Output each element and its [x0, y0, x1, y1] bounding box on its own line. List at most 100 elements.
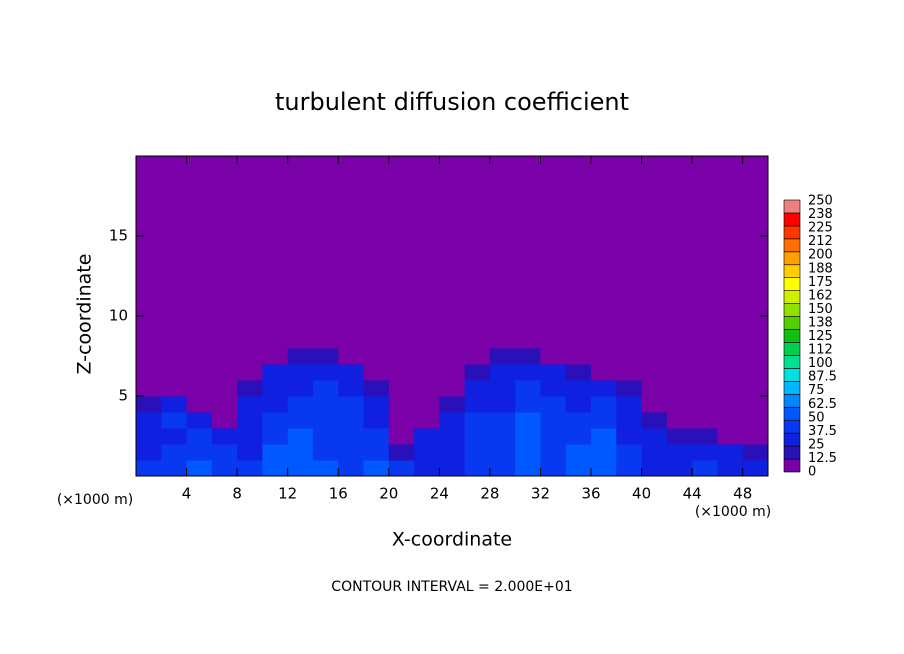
field-cell — [692, 460, 718, 477]
field-cell — [287, 396, 314, 413]
x-unit-left: (×1000 m) — [57, 492, 133, 508]
field-cell — [136, 364, 162, 381]
field-cell — [439, 348, 466, 365]
field-cell — [237, 348, 263, 365]
field-cell — [692, 444, 718, 461]
field-cell — [515, 380, 541, 397]
field-cell — [666, 428, 693, 445]
field-cell — [211, 332, 238, 349]
field-cell — [641, 428, 668, 445]
field-cell — [161, 380, 188, 397]
colorbar-box — [783, 264, 801, 279]
field-cell — [262, 380, 289, 397]
field-cell — [312, 460, 339, 477]
colorbar-label: 162 — [808, 288, 833, 303]
field-cell — [312, 412, 339, 429]
field-cell — [186, 396, 213, 413]
field-cell — [565, 348, 592, 365]
field-cell — [692, 428, 718, 445]
field-cell — [540, 460, 567, 477]
field-cell — [363, 428, 390, 445]
field-cell — [237, 460, 263, 477]
field-cell — [439, 332, 466, 349]
field-cell — [591, 348, 617, 365]
field-cell — [565, 412, 592, 429]
field-cell — [338, 396, 365, 413]
field-cell — [742, 460, 769, 477]
colorbar-box — [783, 290, 801, 304]
field-cell — [237, 428, 263, 445]
field-cell — [591, 460, 617, 477]
field-cell — [616, 428, 643, 445]
field-cell — [439, 460, 466, 477]
field-cell — [742, 428, 769, 445]
field-cell — [262, 332, 289, 349]
field-cell — [641, 332, 668, 349]
field-cell — [287, 364, 314, 381]
field-cell — [540, 380, 567, 397]
field-cell — [363, 396, 390, 413]
colorbar-box — [783, 419, 801, 434]
colorbar-label: 25 — [808, 437, 825, 452]
field-cell — [363, 364, 390, 381]
field-cell — [616, 444, 643, 461]
field-cell — [692, 412, 718, 429]
field-cell — [464, 332, 491, 349]
field-cell — [742, 412, 769, 429]
field-cell — [641, 396, 668, 413]
field-cell — [742, 364, 769, 381]
field-cell — [616, 460, 643, 477]
x-unit-right: (×1000 m) — [695, 504, 771, 520]
field-cell — [742, 444, 769, 461]
field-cell — [540, 348, 567, 365]
colorbar-box — [783, 316, 801, 330]
field-cell — [515, 396, 541, 413]
field-cell — [414, 332, 440, 349]
chart-title: turbulent diffusion coefficient — [275, 88, 629, 116]
field-cell — [338, 348, 365, 365]
field-cell — [489, 332, 516, 349]
field-cell — [211, 460, 238, 477]
field-cell — [565, 380, 592, 397]
field-cell — [312, 428, 339, 445]
colorbar-box — [783, 277, 801, 291]
field-cell — [262, 444, 289, 461]
x-tick-label: 24 — [430, 485, 449, 503]
colorbar-box — [783, 381, 801, 395]
x-tick-label: 44 — [683, 485, 702, 503]
field-cell — [136, 460, 162, 477]
field-cell — [489, 444, 516, 461]
field-cell — [641, 348, 668, 365]
field-cell — [186, 332, 213, 349]
y-axis-label: Z-coordinate — [74, 254, 96, 375]
field-cell — [565, 332, 592, 349]
field-cell — [565, 460, 592, 477]
field-cell — [338, 460, 365, 477]
field-cell — [515, 412, 541, 429]
field-cell — [262, 348, 289, 365]
field-cell — [464, 444, 491, 461]
field-cell — [641, 380, 668, 397]
field-cell — [591, 396, 617, 413]
field-cell — [388, 428, 415, 445]
field-cell — [540, 444, 567, 461]
field-cell — [717, 412, 744, 429]
field-cell — [616, 332, 643, 349]
x-tick-label: 48 — [733, 485, 752, 503]
colorbar-box — [783, 212, 801, 227]
field-cell — [515, 460, 541, 477]
colorbar-box — [783, 303, 801, 317]
field-cell — [414, 444, 440, 461]
field-cell — [186, 348, 213, 365]
field-cell — [641, 412, 668, 429]
colorbar-box — [783, 251, 801, 266]
field-cell — [414, 364, 440, 381]
y-tick-label: 5 — [118, 387, 128, 405]
footer: CONTOUR INTERVAL = 2.000E+01 — [331, 579, 572, 595]
field-cell — [262, 364, 289, 381]
field-cell — [161, 332, 188, 349]
field-cell — [211, 348, 238, 365]
field-cell — [414, 348, 440, 365]
field-cell — [338, 364, 365, 381]
